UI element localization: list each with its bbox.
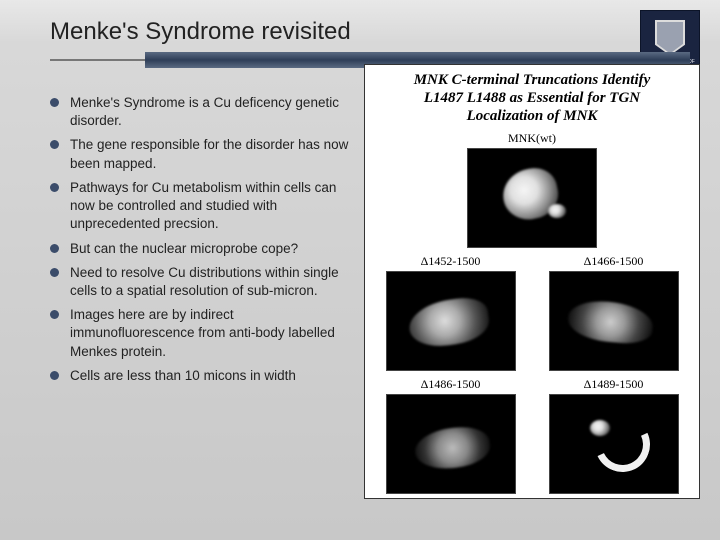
panel-grid: MNK(wt) Δ1452-1500 Δ1466-1500 Δ1486-1500: [375, 131, 689, 494]
panel-label: MNK(wt): [508, 131, 556, 146]
panel-label: Δ1466-1500: [584, 254, 644, 269]
cell-image: [549, 394, 679, 494]
panel-1466: Δ1466-1500: [538, 254, 689, 371]
figure-title-line: MNK C-terminal Truncations Identify: [414, 72, 651, 88]
panel-1486: Δ1486-1500: [375, 377, 526, 494]
crest-icon: [655, 20, 685, 56]
figure-panel: MNK C-terminal Truncations Identify L148…: [364, 64, 700, 499]
panel-wt: MNK(wt): [467, 131, 597, 248]
content-area: Menke's Syndrome is a Cu deficency genet…: [50, 94, 690, 514]
bullet-list: Menke's Syndrome is a Cu deficency genet…: [50, 94, 350, 514]
bullet-item: Images here are by indirect immunofluore…: [50, 306, 350, 361]
bullet-item: Menke's Syndrome is a Cu deficency genet…: [50, 94, 350, 130]
bullet-item: But can the nuclear microprobe cope?: [50, 240, 350, 258]
panel-label: Δ1452-1500: [421, 254, 481, 269]
cell-image: [386, 394, 516, 494]
figure-title-line: Localization of MNK: [467, 108, 598, 124]
cell-image-wt: [467, 148, 597, 248]
figure-title: MNK C-terminal Truncations Identify L148…: [375, 71, 689, 125]
slide: THE UNIVERSITY OF MELBOURNE Menke's Synd…: [0, 0, 720, 540]
bullet-item: The gene responsible for the disorder ha…: [50, 136, 350, 172]
figure-title-line: L1487 L1488 as Essential for TGN: [424, 90, 640, 106]
slide-title: Menke's Syndrome revisited: [50, 18, 690, 46]
cell-image: [386, 271, 516, 371]
panel-1489: Δ1489-1500: [538, 377, 689, 494]
cell-image: [549, 271, 679, 371]
panel-label: Δ1486-1500: [421, 377, 481, 392]
bullet-item: Need to resolve Cu distributions within …: [50, 264, 350, 300]
panel-1452: Δ1452-1500: [375, 254, 526, 371]
bullet-item: Pathways for Cu metabolism within cells …: [50, 179, 350, 234]
bullet-item: Cells are less than 10 micons in width: [50, 367, 350, 385]
panel-label: Δ1489-1500: [584, 377, 644, 392]
